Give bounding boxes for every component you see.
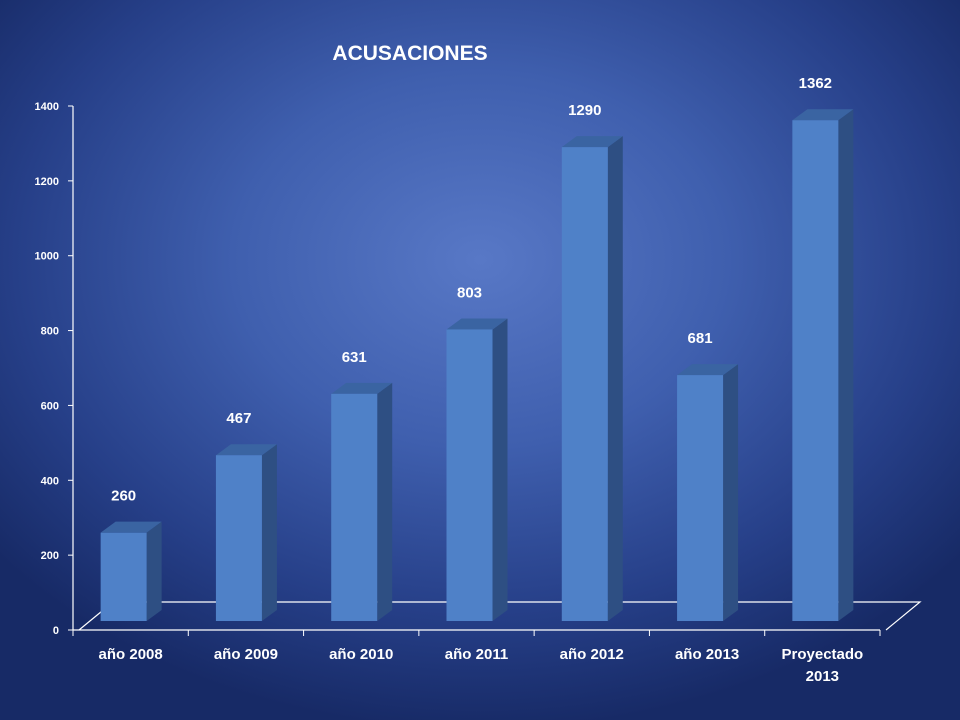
bar (215, 455, 262, 621)
y-tick-label: 600 (41, 400, 59, 412)
x-tick-label: año 2012 (560, 646, 624, 663)
data-label: 803 (457, 284, 482, 301)
bar-side (261, 444, 277, 621)
x-tick-label: año 2010 (329, 646, 393, 663)
bar-top (100, 521, 162, 533)
data-label: 1362 (799, 75, 832, 92)
bar-side (723, 364, 739, 621)
bar (792, 120, 839, 622)
bar (677, 375, 724, 621)
data-label: 467 (226, 410, 251, 427)
bar (446, 329, 493, 621)
y-tick-label: 1200 (35, 176, 59, 188)
bar-top (561, 136, 623, 148)
bar-side (607, 136, 623, 621)
y-tick-label: 0 (53, 625, 59, 637)
x-axis: año 2008 año 2009 año 2010 año 2011 año 2012… (72, 629, 881, 685)
bar-side (838, 109, 854, 622)
chart-title: ACUSACIONES (332, 42, 487, 65)
data-label: 681 (688, 330, 713, 347)
data-label: 631 (342, 349, 367, 366)
bar-side (146, 521, 162, 621)
x-tick-label: Proyectado 2013 (782, 646, 864, 685)
bar-top (677, 364, 739, 376)
bar-top (331, 382, 393, 394)
bar (561, 147, 608, 621)
x-tick-label: año 2013 (675, 646, 739, 663)
bar-top (446, 318, 508, 330)
data-label: 260 (111, 488, 136, 505)
data-labels: 260 467 631 803 1290 681 1362 (111, 75, 832, 504)
floor-outline (78, 601, 922, 631)
y-axis: 0 200 400 600 800 1000 1200 1400 (35, 101, 74, 637)
chart-floor (78, 601, 922, 631)
bar-top (215, 444, 277, 456)
y-tick-label: 200 (41, 550, 59, 562)
x-tick-label: año 2008 (99, 646, 163, 663)
y-tick-label: 400 (41, 475, 59, 487)
bar-side (492, 318, 508, 621)
data-label: 1290 (568, 102, 601, 119)
y-tick-label: 1000 (35, 251, 59, 263)
bar (331, 393, 378, 621)
bar-side (377, 382, 393, 621)
bar (100, 532, 147, 621)
bar-top (792, 109, 854, 121)
x-tick-label: año 2011 (445, 646, 508, 663)
y-tick-label: 1400 (35, 101, 59, 113)
y-tick-label: 800 (41, 326, 59, 338)
bars (100, 109, 854, 622)
x-tick-label: año 2009 (214, 646, 278, 663)
